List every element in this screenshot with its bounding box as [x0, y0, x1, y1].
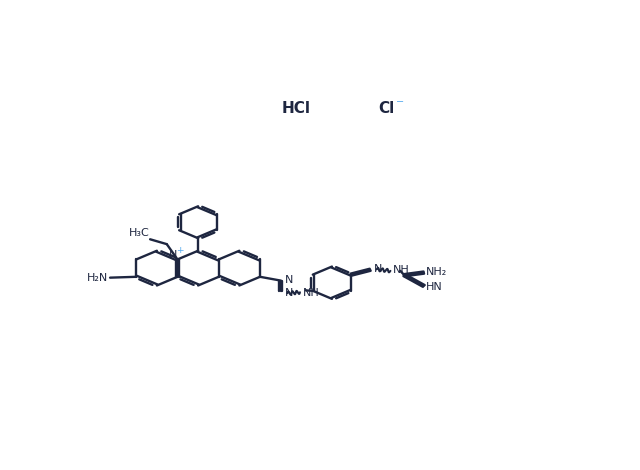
Text: NH₂: NH₂: [426, 267, 447, 277]
Text: +: +: [176, 246, 184, 255]
Text: NH: NH: [393, 266, 410, 275]
Text: N: N: [169, 250, 177, 260]
Text: N: N: [285, 275, 293, 285]
Text: NH: NH: [303, 288, 319, 298]
Text: N: N: [285, 288, 293, 298]
Text: Cl: Cl: [378, 102, 394, 117]
Text: H₂N: H₂N: [87, 273, 109, 282]
Text: H₃C: H₃C: [129, 228, 149, 238]
Text: HCl: HCl: [281, 102, 310, 117]
Text: N: N: [374, 264, 383, 274]
Text: −: −: [396, 97, 404, 107]
Text: HN: HN: [426, 282, 443, 292]
